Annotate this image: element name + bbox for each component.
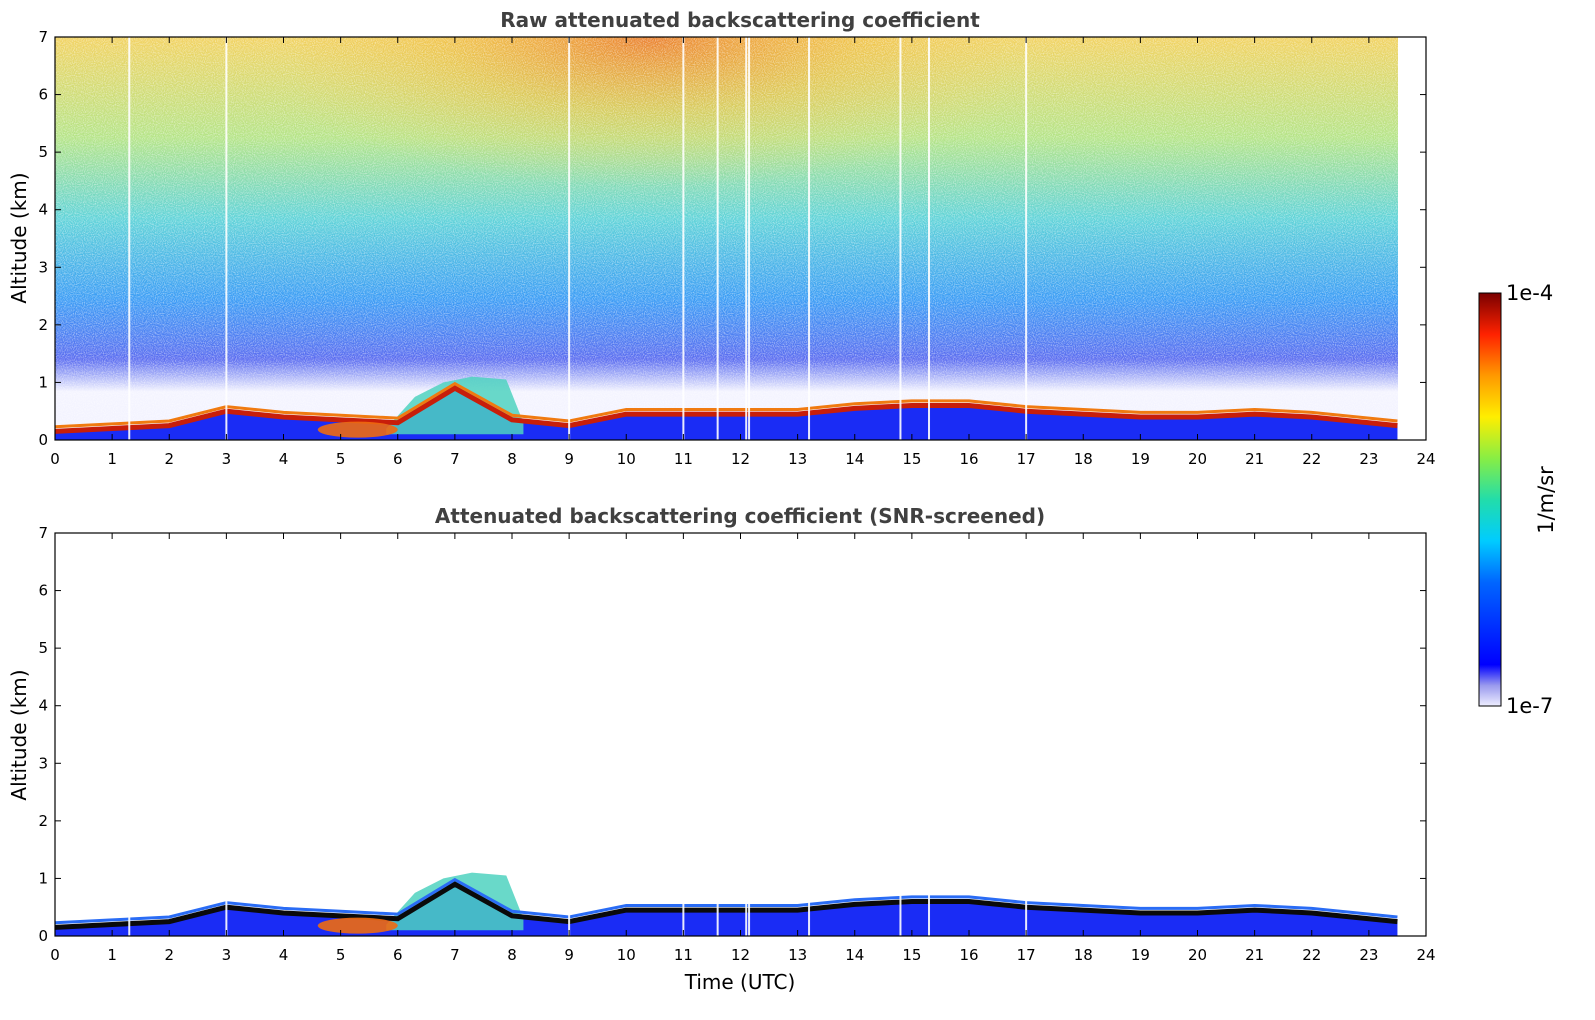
x-tick-label: 16 bbox=[959, 450, 978, 468]
ylabel-screened: Altitude (km) bbox=[7, 669, 31, 800]
x-tick-label: 12 bbox=[731, 450, 750, 468]
x-tick-label: 10 bbox=[617, 450, 636, 468]
y-tick-label: 4 bbox=[38, 697, 48, 715]
x-tick-label: 5 bbox=[336, 946, 346, 964]
screened-boundary-layer bbox=[55, 872, 1398, 936]
colorbar-min-label: 1e-7 bbox=[1506, 694, 1553, 718]
panel-screened: 0 1 2 3 4 5 6 7 8 9 10 11 12 13 14 15 16 17 18 19 20 21 22 23 24… bbox=[7, 504, 1436, 994]
x-tick-label: 10 bbox=[617, 946, 636, 964]
x-tick-label: 20 bbox=[1188, 946, 1207, 964]
ylabel-raw: Altitude (km) bbox=[7, 172, 31, 303]
x-tick-label: 22 bbox=[1302, 450, 1321, 468]
y-tick-label: 2 bbox=[38, 812, 48, 830]
x-tick-label: 9 bbox=[564, 450, 574, 468]
x-tick-label: 23 bbox=[1359, 946, 1378, 964]
y-tick-label: 4 bbox=[38, 201, 48, 219]
x-tick-label: 6 bbox=[393, 450, 403, 468]
x-tick-label: 4 bbox=[279, 946, 289, 964]
screened-data-gaps bbox=[128, 533, 1028, 936]
heatmap-raw bbox=[55, 37, 1398, 440]
x-tick-label: 11 bbox=[674, 946, 693, 964]
x-tick-label: 3 bbox=[222, 946, 232, 964]
x-tick-label: 5 bbox=[336, 450, 346, 468]
raw-boundary-layer-halo bbox=[55, 381, 1398, 429]
y-tick-label: 6 bbox=[38, 86, 48, 104]
x-tick-label: 21 bbox=[1245, 946, 1264, 964]
x-tick-label: 0 bbox=[50, 450, 60, 468]
y-ticks-screened: 0 1 2 3 4 5 6 7 bbox=[38, 524, 1426, 945]
panel-raw: 0 1 2 3 4 5 6 7 8 9 10 11 12 13 14 15 16 17 18 19 20 21 22 23 24… bbox=[7, 8, 1436, 468]
x-tick-label: 8 bbox=[507, 946, 517, 964]
x-tick-label: 11 bbox=[674, 450, 693, 468]
x-tick-label: 19 bbox=[1131, 450, 1150, 468]
heatmap-screened bbox=[55, 533, 1426, 936]
screened-background bbox=[55, 533, 1426, 936]
y-tick-label: 0 bbox=[38, 927, 48, 945]
x-tick-label: 22 bbox=[1302, 946, 1321, 964]
x-tick-label: 20 bbox=[1188, 450, 1207, 468]
colorbar-max-label: 1e-4 bbox=[1506, 281, 1553, 305]
x-tick-label: 24 bbox=[1416, 946, 1435, 964]
x-tick-label: 15 bbox=[902, 946, 921, 964]
y-tick-label: 5 bbox=[38, 639, 48, 657]
colorbar: 1e-4 1e-7 1/m/sr bbox=[1478, 281, 1558, 718]
x-tick-label: 8 bbox=[507, 450, 517, 468]
y-tick-label: 5 bbox=[38, 143, 48, 161]
y-tick-label: 6 bbox=[38, 582, 48, 600]
x-tick-label: 7 bbox=[450, 946, 460, 964]
x-tick-label: 1 bbox=[107, 946, 117, 964]
x-tick-label: 13 bbox=[788, 450, 807, 468]
x-tick-label: 24 bbox=[1416, 450, 1435, 468]
screened-near-surface-aerosol bbox=[317, 917, 398, 934]
raw-near-surface-aerosol bbox=[317, 421, 398, 438]
y-tick-label: 7 bbox=[38, 28, 48, 46]
x-ticks-raw: 0 1 2 3 4 5 6 7 8 9 10 11 12 13 14 15 16 17 18 19 20 21 22 23 24 bbox=[50, 37, 1436, 468]
x-tick-label: 21 bbox=[1245, 450, 1264, 468]
x-tick-label: 9 bbox=[564, 946, 574, 964]
screened-boundary-layer-halo bbox=[55, 877, 1398, 925]
x-tick-label: 0 bbox=[50, 946, 60, 964]
raw-boundary-layer bbox=[55, 376, 1398, 440]
y-tick-label: 1 bbox=[38, 869, 48, 887]
x-tick-label: 4 bbox=[279, 450, 289, 468]
x-tick-label: 14 bbox=[845, 946, 864, 964]
raw-boundary-layer-top bbox=[55, 385, 1398, 434]
x-tick-label: 7 bbox=[450, 450, 460, 468]
title-raw: Raw attenuated backscattering coefficien… bbox=[500, 8, 980, 32]
x-tick-label: 16 bbox=[959, 946, 978, 964]
title-screened: Attenuated backscattering coefficient (S… bbox=[435, 504, 1045, 528]
screened-boundary-layer-top bbox=[55, 881, 1398, 930]
y-ticks-raw: 0 1 2 3 4 5 6 7 bbox=[38, 28, 1426, 449]
x-tick-label: 1 bbox=[107, 450, 117, 468]
raw-noise bbox=[55, 37, 1398, 440]
x-tick-label: 18 bbox=[1074, 946, 1093, 964]
y-tick-label: 0 bbox=[38, 431, 48, 449]
x-tick-label: 17 bbox=[1017, 450, 1036, 468]
x-tick-label: 23 bbox=[1359, 450, 1378, 468]
x-tick-label: 15 bbox=[902, 450, 921, 468]
x-tick-label: 12 bbox=[731, 946, 750, 964]
x-tick-label: 19 bbox=[1131, 946, 1150, 964]
x-tick-label: 6 bbox=[393, 946, 403, 964]
x-tick-label: 2 bbox=[164, 946, 174, 964]
y-tick-label: 7 bbox=[38, 524, 48, 542]
raw-aerosol-plume bbox=[386, 376, 524, 435]
x-ticks-screened: 0 1 2 3 4 5 6 7 8 9 10 11 12 13 14 15 16 17 18 19 20 21 22 23 24 bbox=[50, 533, 1436, 964]
xlabel-screened: Time (UTC) bbox=[684, 970, 796, 994]
x-tick-label: 2 bbox=[164, 450, 174, 468]
y-tick-label: 2 bbox=[38, 316, 48, 334]
colorbar-unit-label: 1/m/sr bbox=[1534, 466, 1558, 534]
y-tick-label: 3 bbox=[38, 258, 48, 276]
x-tick-label: 18 bbox=[1074, 450, 1093, 468]
raw-data-gaps bbox=[128, 37, 1028, 440]
y-tick-label: 3 bbox=[38, 754, 48, 772]
x-tick-label: 3 bbox=[222, 450, 232, 468]
x-tick-label: 17 bbox=[1017, 946, 1036, 964]
x-tick-label: 13 bbox=[788, 946, 807, 964]
y-tick-label: 1 bbox=[38, 373, 48, 391]
x-tick-label: 14 bbox=[845, 450, 864, 468]
colorbar-gradient bbox=[1478, 292, 1502, 707]
screened-aerosol-plume bbox=[386, 872, 524, 931]
